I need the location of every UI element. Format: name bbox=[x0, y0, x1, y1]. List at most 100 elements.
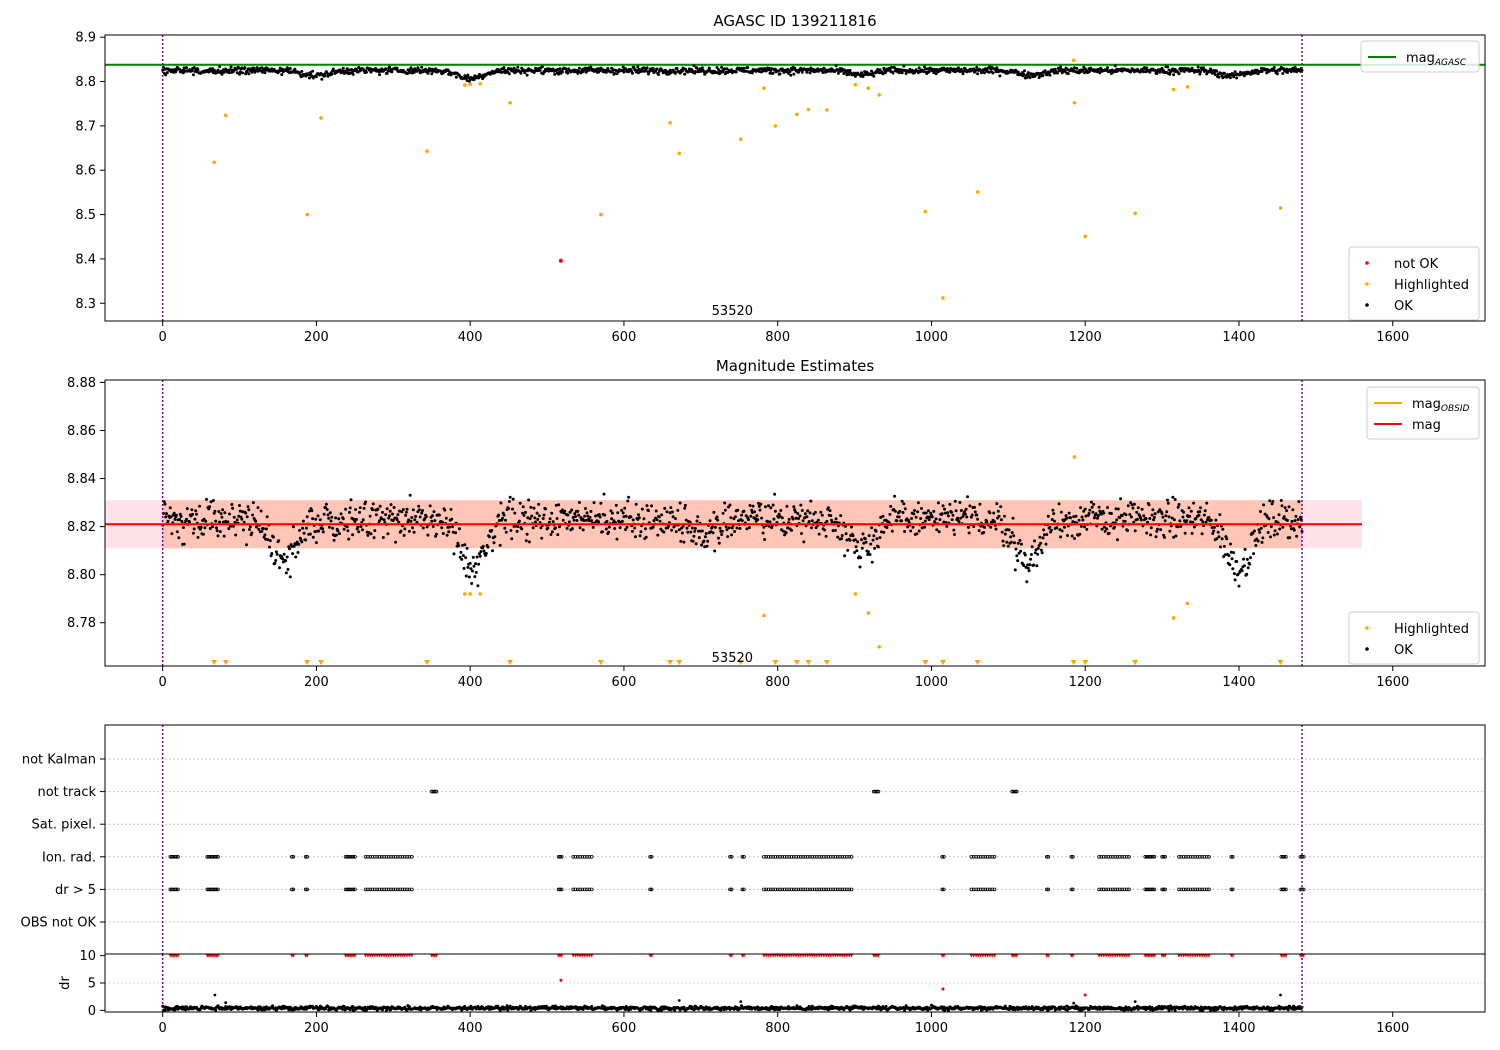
ok-point bbox=[535, 511, 539, 515]
ok-point bbox=[805, 515, 809, 519]
ok-point bbox=[1257, 528, 1261, 532]
ok-point bbox=[329, 519, 333, 523]
flag-marker bbox=[1046, 854, 1051, 859]
ok-point bbox=[170, 532, 174, 536]
ok-point bbox=[396, 513, 400, 517]
ok-point bbox=[859, 556, 863, 560]
ok-point bbox=[499, 501, 503, 505]
ok-point bbox=[566, 71, 570, 75]
flag-marker bbox=[808, 854, 812, 859]
ok-point bbox=[1150, 513, 1154, 517]
ok-point bbox=[504, 518, 507, 522]
ok-point bbox=[1133, 529, 1137, 533]
flag-marker bbox=[351, 854, 356, 859]
ok-point bbox=[1166, 498, 1169, 502]
ok-point bbox=[1147, 503, 1151, 507]
ok-point bbox=[900, 519, 903, 523]
ok-point bbox=[1100, 527, 1104, 531]
highlighted-point bbox=[877, 645, 881, 649]
ok-point bbox=[1151, 508, 1155, 512]
flag-marker bbox=[842, 854, 847, 859]
ok-point bbox=[623, 506, 627, 510]
ok-point bbox=[598, 515, 602, 519]
ok-point bbox=[1022, 564, 1026, 567]
ok-point bbox=[556, 533, 560, 537]
flag-marker bbox=[1184, 887, 1188, 892]
ok-point bbox=[1233, 70, 1237, 74]
ok-point bbox=[626, 499, 630, 503]
ok-point bbox=[946, 514, 950, 518]
ok-point bbox=[1079, 524, 1083, 528]
ok-point bbox=[1081, 518, 1085, 522]
ok-point bbox=[924, 511, 928, 515]
ok-point bbox=[404, 513, 408, 517]
ok-point bbox=[1152, 518, 1156, 522]
ok-point bbox=[274, 559, 278, 562]
ok-point bbox=[378, 73, 381, 77]
flag-marker bbox=[847, 887, 851, 892]
ok-point bbox=[958, 501, 962, 504]
ok-point bbox=[527, 540, 531, 544]
ok-point bbox=[943, 511, 947, 515]
ok-point bbox=[504, 71, 507, 75]
ok-point bbox=[1027, 569, 1031, 573]
flag-marker bbox=[992, 887, 997, 892]
ok-point bbox=[674, 517, 677, 521]
ok-point bbox=[1289, 527, 1293, 531]
ok-point bbox=[1159, 528, 1163, 532]
flag-marker bbox=[382, 854, 386, 859]
ok-point bbox=[1118, 516, 1122, 520]
ok-point bbox=[524, 510, 527, 514]
ok-point bbox=[1107, 531, 1111, 535]
flag-marker bbox=[377, 854, 382, 859]
ok-point bbox=[1035, 564, 1039, 568]
ok-point bbox=[693, 529, 697, 533]
flag-marker bbox=[805, 887, 810, 892]
ok-point bbox=[683, 72, 687, 76]
ok-point bbox=[745, 527, 749, 531]
ok-point bbox=[1051, 508, 1055, 512]
ok-point bbox=[339, 512, 343, 516]
flag-marker bbox=[941, 887, 946, 892]
ok-point bbox=[1171, 67, 1175, 71]
ok-point bbox=[724, 525, 728, 529]
flag-marker bbox=[370, 854, 375, 859]
flag-marker bbox=[1198, 854, 1202, 859]
ok-point bbox=[860, 71, 863, 75]
ok-point bbox=[1229, 550, 1233, 554]
ok-point bbox=[229, 65, 233, 69]
ok-point bbox=[959, 516, 963, 520]
ok-point bbox=[1029, 557, 1033, 561]
flag-marker bbox=[1108, 854, 1113, 859]
ok-point bbox=[983, 71, 986, 75]
ok-point bbox=[896, 67, 900, 71]
flag-marker bbox=[782, 887, 787, 892]
ok-point bbox=[474, 570, 478, 574]
ok-point bbox=[657, 73, 660, 76]
legend-label: Highlighted bbox=[1394, 278, 1469, 293]
ok-point bbox=[729, 516, 733, 520]
flag-marker bbox=[1151, 887, 1155, 892]
flag-marker bbox=[409, 887, 414, 892]
ok-point bbox=[325, 508, 329, 511]
flag-marker bbox=[1118, 854, 1122, 859]
flag-marker bbox=[389, 854, 393, 859]
ok-point bbox=[631, 518, 635, 522]
ok-point bbox=[723, 67, 727, 71]
ok-point bbox=[241, 528, 245, 532]
flag-marker bbox=[978, 854, 983, 859]
ok-point bbox=[229, 524, 233, 528]
flag-marker bbox=[582, 854, 587, 859]
ok-point bbox=[1016, 70, 1020, 74]
ok-point bbox=[1248, 562, 1252, 566]
ok-point bbox=[606, 67, 610, 70]
ok-point bbox=[1251, 531, 1255, 535]
ok-point bbox=[613, 72, 617, 75]
ok-point bbox=[311, 535, 315, 539]
ok-point bbox=[1231, 567, 1235, 571]
ok-point bbox=[518, 501, 522, 505]
ok-point bbox=[313, 530, 317, 534]
ok-point bbox=[351, 72, 355, 76]
ok-point bbox=[600, 530, 604, 534]
ok-point bbox=[1181, 515, 1185, 519]
